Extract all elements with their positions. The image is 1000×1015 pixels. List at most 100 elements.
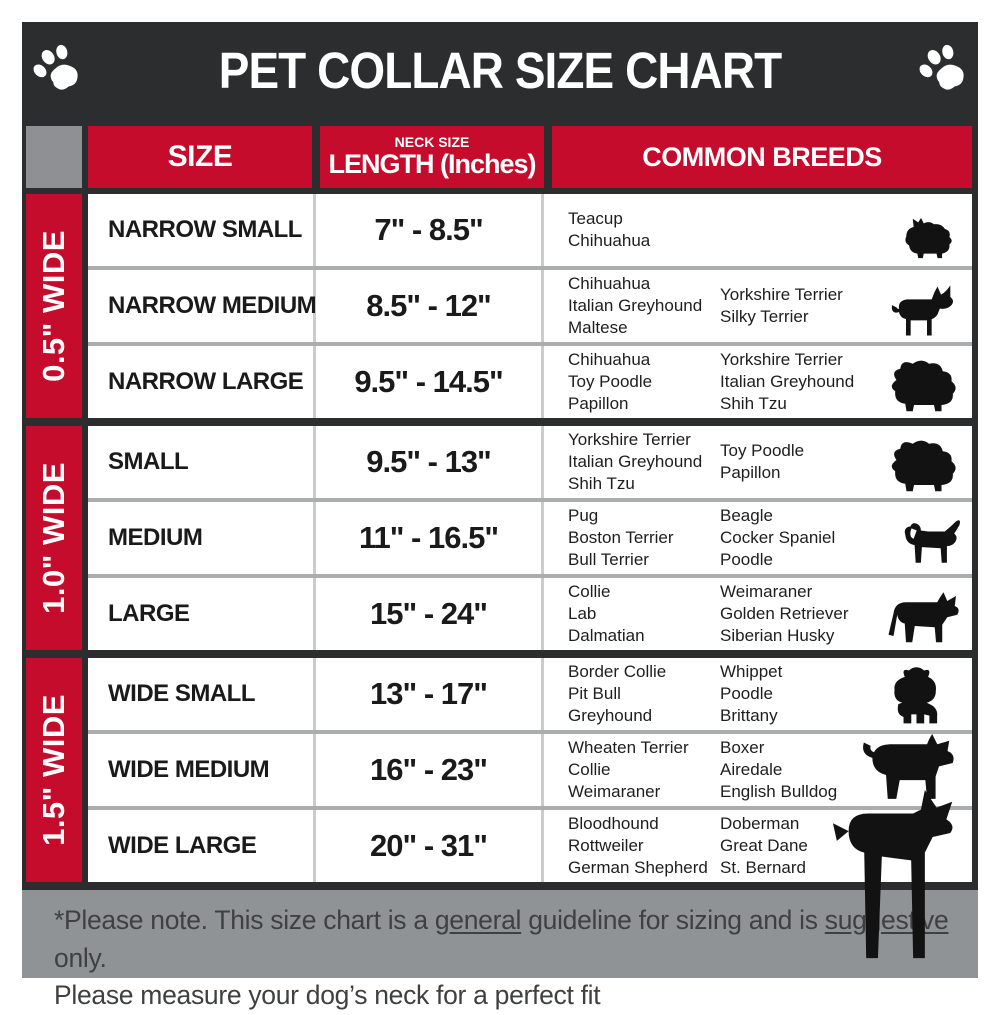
shih-tzu-icon <box>884 355 964 415</box>
table-row: NARROW MEDIUM 8.5" - 12" Chihuahua Italian … <box>88 270 972 342</box>
breed-name: Silky Terrier <box>720 307 809 326</box>
breeds-column-1: Collie Lab Dalmatian <box>568 581 720 646</box>
group-rows: WIDE SMALL 13" - 17" Border Collie Pit Bull… <box>88 658 972 959</box>
paw-icon <box>22 41 92 99</box>
size-cell: WIDE MEDIUM <box>88 734 316 806</box>
breed-name: Chihuahua <box>568 231 651 250</box>
breeds-cell: Yorkshire Terrier Italian Greyhound Shih T… <box>544 426 972 498</box>
german-shepherd-icon <box>886 586 966 646</box>
breed-name: Border Collie <box>568 662 667 682</box>
breeds-column-2: Whippet Poodle Brittany <box>720 661 972 726</box>
breed-name: Bull Terrier <box>568 549 649 569</box>
table-row: LARGE 15" - 24" Collie Lab Dalmatian Weimaran… <box>88 578 972 650</box>
width-label: 0.5" WIDE <box>36 230 71 382</box>
breed-name: Toy Poodle <box>568 372 653 392</box>
breeds-column-2: Beagle Cocker Spaniel Poodle <box>720 505 972 570</box>
table-row: WIDE LARGE 20" - 31" Bloodhound Rottweiler G… <box>88 790 972 959</box>
page-title: PET COLLAR SIZE CHART <box>218 41 782 99</box>
breed-name: Pug <box>568 506 599 526</box>
size-cell: NARROW LARGE <box>88 346 316 418</box>
breeds-cell: Border Collie Pit Bull Greyhound Whippet Poo… <box>544 658 972 730</box>
size-group: 1.0" WIDE SMALL 9.5" - 13" Yorkshire Terrie… <box>26 426 972 650</box>
breed-name: Great Dane <box>720 836 808 856</box>
breeds-column-1: Wheaten Terrier Collie Weimaraner <box>568 737 720 802</box>
width-label: 1.5" WIDE <box>36 694 71 846</box>
breed-name: Italian Greyhound <box>568 452 703 472</box>
breed-name: Shih Tzu <box>720 393 787 413</box>
breeds-cell: Pug Boston Terrier Bull Terrier Beagle Cocke… <box>544 502 972 574</box>
breed-name: Maltese <box>568 317 628 337</box>
breeds-column-2: Weimaraner Golden Retriever Siberian Husky <box>720 581 972 646</box>
title-bar: PET COLLAR SIZE CHART <box>22 22 978 118</box>
underlined-word: general <box>434 905 522 935</box>
breed-name: Siberian Husky <box>720 625 835 645</box>
footer-line-2: Please measure your dog’s neck for a per… <box>54 980 601 1011</box>
size-cell: SMALL <box>88 426 316 498</box>
breed-name: Papillon <box>568 393 629 413</box>
breed-name: Papillon <box>720 463 781 482</box>
breeds-cell: Collie Lab Dalmatian Weimaraner Golden Retri… <box>544 578 972 650</box>
neck-length-cell: 11" - 16.5" <box>316 502 544 574</box>
neck-length-cell: 7" - 8.5" <box>316 194 544 266</box>
neck-size-label: NECK SIZE <box>394 134 470 151</box>
yorkshire-terrier-icon <box>899 216 958 260</box>
breed-name: Collie <box>568 760 611 780</box>
breed-name: Doberman <box>720 814 800 834</box>
size-cell: WIDE SMALL <box>88 658 316 730</box>
breed-name: Chihuahua <box>568 274 651 294</box>
breed-name: Greyhound <box>568 705 653 725</box>
breed-name: St. Bernard <box>720 857 806 877</box>
breed-name: Yorkshire Terrier <box>720 350 843 370</box>
column-header-common-breeds: COMMON BREEDS <box>552 126 972 188</box>
breeds-cell: Chihuahua Toy Poodle Papillon Yorkshire Ter… <box>544 346 972 418</box>
breed-name: Chihuahua <box>568 350 651 370</box>
neck-length-cell: 16" - 23" <box>316 734 544 806</box>
size-cell: LARGE <box>88 578 316 650</box>
breeds-column-1: Yorkshire Terrier Italian Greyhound Shih T… <box>568 429 720 494</box>
breeds-cell: Wheaten Terrier Collie Weimaraner Boxer Aire… <box>544 733 972 806</box>
breed-name: Cocker Spaniel <box>720 528 836 548</box>
shih-tzu-icon <box>884 435 964 495</box>
size-cell: WIDE LARGE <box>88 810 316 882</box>
breed-name: German Shepherd <box>568 857 708 877</box>
breeds-column-1: Bloodhound Rottweiler German Shepherd <box>568 813 720 878</box>
breed-name: Poodle <box>720 549 773 569</box>
table-row: WIDE SMALL 13" - 17" Border Collie Pit Bull… <box>88 658 972 730</box>
breeds-column-2: Boxer Airedale English Bulldog <box>720 737 972 802</box>
table-row: WIDE MEDIUM 16" - 23" Wheaten Terrier Colli… <box>88 733 972 806</box>
beagle-icon <box>899 518 966 568</box>
header-corner-spacer <box>26 126 82 188</box>
table-row: NARROW LARGE 9.5" - 14.5" Chihuahua Toy Poo… <box>88 346 972 418</box>
table-row: MEDIUM 11" - 16.5" Pug Boston Terrier Bull T… <box>88 502 972 574</box>
size-chart-poster: PET COLLAR SIZE CHART SIZE NECK SIZE LEN… <box>22 22 978 1010</box>
breeds-column-2: Toy Poodle Papillon <box>720 440 972 484</box>
breed-name: Dalmatian <box>568 625 645 645</box>
neck-length-cell: 9.5" - 13" <box>316 426 544 498</box>
width-label-bar: 1.5" WIDE <box>26 658 82 882</box>
breed-name: Teacup <box>568 209 623 229</box>
breed-name: Italian Greyhound <box>568 296 703 316</box>
pit-bull-icon <box>857 722 966 804</box>
width-label: 1.0" WIDE <box>36 462 71 614</box>
table-header-row: SIZE NECK SIZE LENGTH (Inches) COMMON BR… <box>26 126 972 188</box>
breed-name: Lab <box>568 604 597 624</box>
breeds-column-1: Pug Boston Terrier Bull Terrier <box>568 505 720 570</box>
neck-length-cell: 20" - 31" <box>316 810 544 882</box>
breed-name: Italian Greyhound <box>720 372 855 392</box>
paw-icon <box>908 41 978 99</box>
length-inches-label: LENGTH (Inches) <box>328 149 536 180</box>
breed-name: Boston Terrier <box>568 528 674 548</box>
breeds-column-2: Yorkshire Terrier Italian Greyhound Shih T… <box>720 349 972 414</box>
group-rows: NARROW SMALL 7" - 8.5" Teacup Chihuahua NARR… <box>88 194 972 418</box>
breed-name: Airedale <box>720 760 783 780</box>
width-label-bar: 1.0" WIDE <box>26 426 82 650</box>
column-header-size: SIZE <box>88 126 312 188</box>
table-row: NARROW SMALL 7" - 8.5" Teacup Chihuahua <box>88 194 972 266</box>
size-cell: MEDIUM <box>88 502 316 574</box>
breeds-column-1: Border Collie Pit Bull Greyhound <box>568 661 720 726</box>
doberman-icon <box>831 790 968 966</box>
breed-name: Yorkshire Terrier <box>720 285 843 305</box>
group-rows: SMALL 9.5" - 13" Yorkshire Terrier Italian … <box>88 426 972 650</box>
table-row: SMALL 9.5" - 13" Yorkshire Terrier Italian … <box>88 426 972 498</box>
breed-name: Brittany <box>720 705 778 725</box>
